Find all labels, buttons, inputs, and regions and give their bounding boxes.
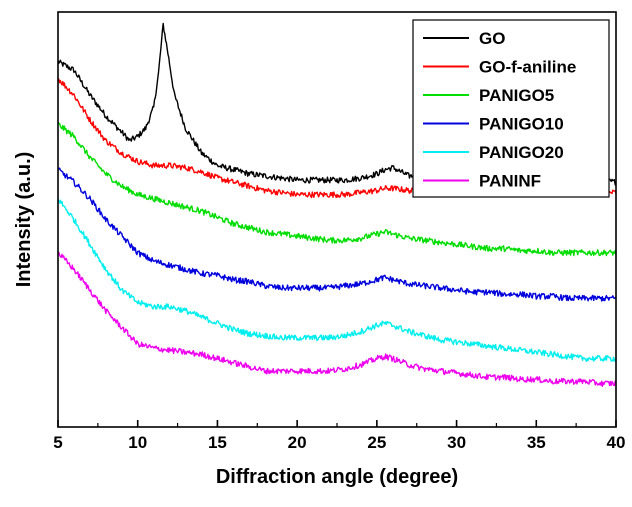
series-line-panigo5 [57,121,617,257]
series-line-panigo20 [57,198,617,363]
legend-box [412,19,610,198]
x-tick-label: 25 [367,433,386,452]
x-tick-label: 40 [607,433,626,452]
x-tick-label: 30 [447,433,466,452]
series-line-panigo10 [57,167,617,302]
x-tick-label: 5 [53,433,62,452]
x-tick-label: 20 [288,433,307,452]
legend-label-panigo5: PANIGO5 [479,86,554,105]
legend-label-paninf: PANINF [479,172,541,191]
x-tick-label: 15 [208,433,227,452]
y-axis-title: Intensity (a.u.) [13,152,35,288]
x-tick-label: 35 [527,433,546,452]
legend-label-go-f-aniline: GO-f-aniline [479,58,576,77]
ticks-layer: 5 10 15 20 25 30 35 40 [53,420,625,452]
x-tick-label: 10 [128,433,147,452]
series-line-paninf [57,251,617,387]
legend-label-panigo10: PANIGO10 [479,115,564,134]
legend: GO GO-f-aniline PANIGO5 PANIGO10 PANIGO20 PAN… [412,19,610,198]
legend-label-panigo20: PANIGO20 [479,143,564,162]
x-axis-title: Diffraction angle (degree) [216,466,458,488]
legend-label-go: GO [479,29,505,48]
